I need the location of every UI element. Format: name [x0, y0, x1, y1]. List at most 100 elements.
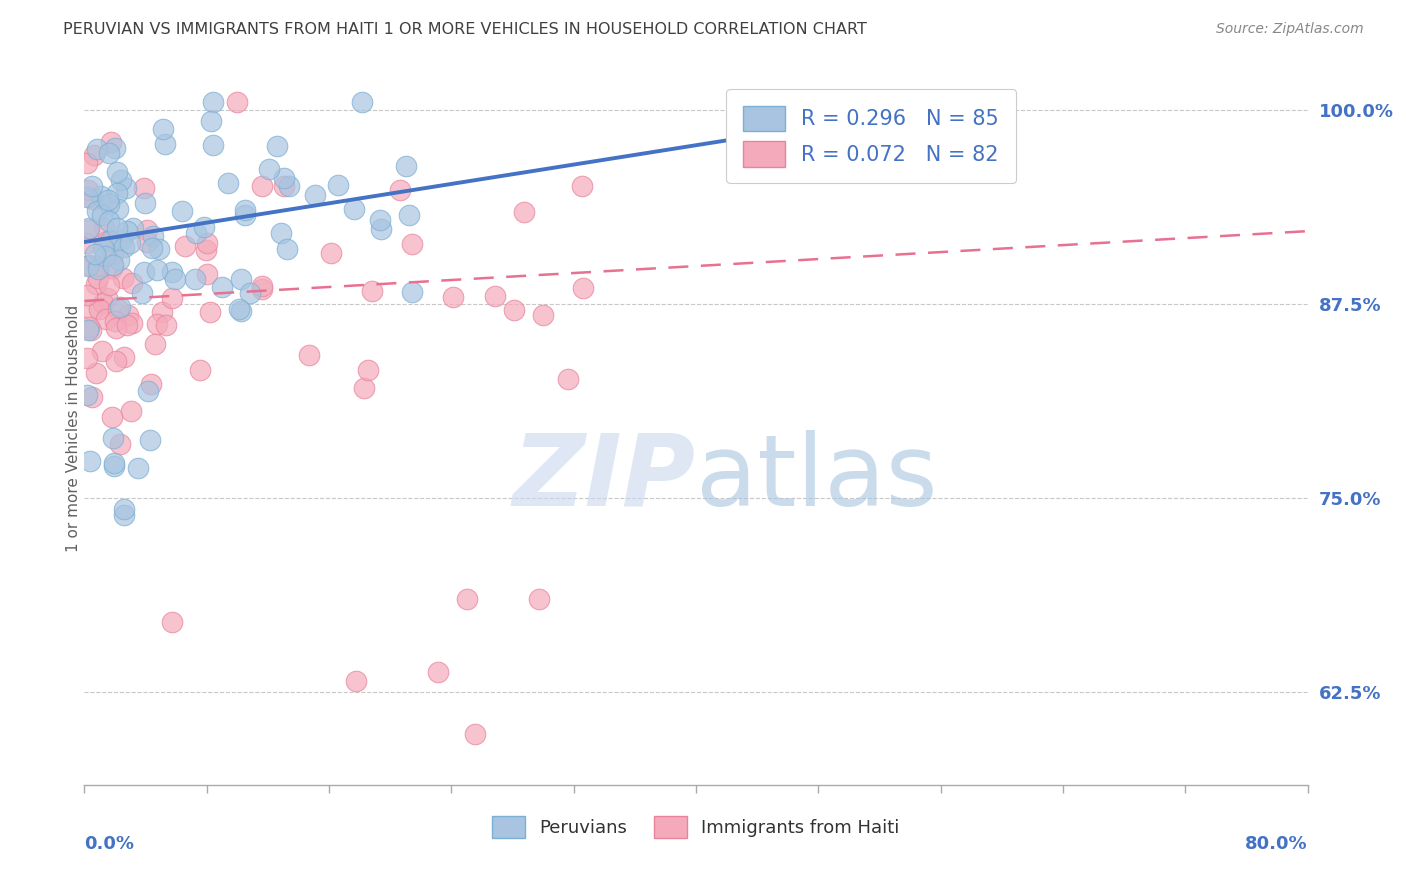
Point	[426, 665, 449, 679]
Point	[160, 264, 183, 278]
Point	[328, 178, 350, 193]
Point	[84, 247, 107, 261]
Point	[250, 282, 273, 296]
Point	[107, 302, 129, 317]
Point	[80, 178, 103, 193]
Point	[107, 202, 129, 216]
Point	[104, 141, 127, 155]
Point	[76, 155, 98, 169]
Point	[228, 301, 250, 316]
Point	[200, 113, 222, 128]
Point	[90, 208, 112, 222]
Point	[79, 454, 101, 468]
Point	[76, 288, 98, 302]
Point	[250, 279, 273, 293]
Point	[155, 137, 177, 152]
Point	[101, 431, 124, 445]
Point	[86, 366, 108, 380]
Point	[188, 363, 211, 377]
Point	[77, 220, 100, 235]
Point	[464, 727, 486, 741]
Point	[132, 181, 155, 195]
Point	[104, 314, 127, 328]
Point	[97, 146, 120, 161]
Point	[360, 284, 382, 298]
Point	[76, 183, 98, 197]
Point	[111, 270, 134, 285]
Point	[91, 241, 114, 255]
Point	[86, 142, 108, 156]
Point	[184, 272, 207, 286]
Point	[110, 232, 132, 246]
Point	[170, 204, 193, 219]
Point	[120, 403, 142, 417]
Point	[193, 220, 215, 235]
Text: Source: ZipAtlas.com: Source: ZipAtlas.com	[1216, 22, 1364, 37]
Point	[101, 410, 124, 425]
Point	[136, 223, 159, 237]
Point	[484, 289, 506, 303]
Point	[90, 189, 112, 203]
Point	[357, 363, 380, 377]
Point	[117, 308, 139, 322]
Point	[132, 265, 155, 279]
Point	[87, 270, 110, 285]
Point	[136, 384, 159, 398]
Point	[152, 122, 174, 136]
Point	[195, 235, 218, 250]
Point	[79, 320, 101, 334]
Point	[110, 173, 132, 187]
Point	[304, 188, 326, 202]
Point	[270, 226, 292, 240]
Point	[142, 228, 165, 243]
Text: atlas: atlas	[696, 430, 938, 526]
Point	[118, 236, 141, 251]
Point	[77, 259, 100, 273]
Point	[195, 267, 218, 281]
Point	[531, 308, 554, 322]
Point	[174, 239, 197, 253]
Point	[344, 673, 367, 688]
Point	[110, 437, 132, 451]
Point	[135, 235, 157, 249]
Point	[398, 208, 420, 222]
Point	[80, 390, 103, 404]
Point	[105, 321, 128, 335]
Point	[82, 192, 104, 206]
Point	[91, 343, 114, 358]
Point	[97, 193, 120, 207]
Point	[911, 102, 934, 116]
Point	[343, 202, 366, 217]
Point	[121, 317, 143, 331]
Point	[80, 303, 103, 318]
Point	[352, 95, 374, 110]
Point	[141, 240, 163, 254]
Point	[145, 262, 167, 277]
Point	[101, 247, 124, 261]
Point	[441, 290, 464, 304]
Point	[112, 350, 135, 364]
Point	[239, 286, 262, 301]
Point	[134, 195, 156, 210]
Point	[148, 242, 170, 256]
Point	[77, 223, 100, 237]
Text: PERUVIAN VS IMMIGRANTS FROM HAITI 1 OR MORE VEHICLES IN HOUSEHOLD CORRELATION CH: PERUVIAN VS IMMIGRANTS FROM HAITI 1 OR M…	[63, 22, 868, 37]
Point	[201, 95, 224, 110]
Point	[276, 242, 298, 256]
Point	[217, 177, 239, 191]
Text: ZIP: ZIP	[513, 430, 696, 526]
Point	[395, 160, 418, 174]
Point	[226, 95, 249, 110]
Point	[155, 318, 177, 333]
Point	[401, 285, 423, 299]
Point	[86, 204, 108, 219]
Point	[273, 179, 295, 194]
Point	[86, 259, 108, 273]
Point	[122, 220, 145, 235]
Point	[76, 236, 98, 251]
Point	[76, 351, 98, 366]
Text: 0.0%: 0.0%	[84, 835, 135, 853]
Text: 80.0%: 80.0%	[1244, 835, 1308, 853]
Point	[368, 212, 391, 227]
Point	[131, 285, 153, 300]
